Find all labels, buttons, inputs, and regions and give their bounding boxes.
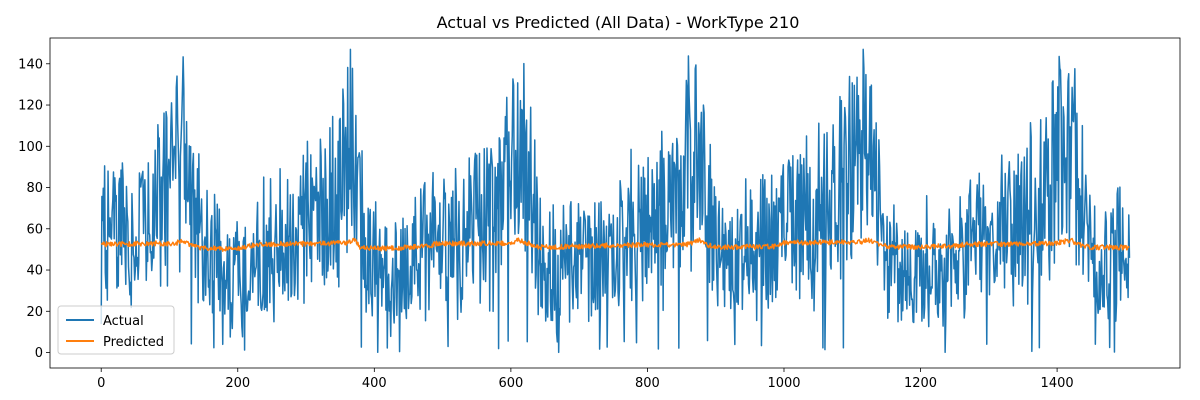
series-line-predicted xyxy=(100,237,1130,252)
x-tick-label: 1400 xyxy=(1041,376,1074,391)
plot-area xyxy=(49,37,1181,369)
plot-frame xyxy=(49,37,1181,369)
x-tick-label: 600 xyxy=(498,376,523,391)
x-tick-label: 0 xyxy=(97,376,105,391)
y-tick-label: 100 xyxy=(18,140,43,155)
y-tick-label: 120 xyxy=(18,99,43,114)
x-tick-label: 800 xyxy=(635,376,660,391)
y-tick-label: 140 xyxy=(18,57,43,72)
legend: Actual Predicted xyxy=(57,305,175,355)
y-tick-label: 0 xyxy=(35,346,43,361)
chart-title: Actual vs Predicted (All Data) - WorkTyp… xyxy=(437,13,800,32)
y-tick-label: 40 xyxy=(26,264,43,279)
x-tick-label: 1000 xyxy=(767,376,800,391)
x-tick-label: 400 xyxy=(362,376,387,391)
series-line-actual xyxy=(100,48,1131,354)
legend-label-predicted: Predicted xyxy=(103,335,164,350)
x-tick-label: 1200 xyxy=(904,376,937,391)
y-tick-label: 80 xyxy=(26,181,43,196)
x-axis: 0 200 400 600 800 1000 1200 1400 xyxy=(97,368,1074,391)
y-tick-label: 60 xyxy=(26,222,43,237)
x-tick-label: 200 xyxy=(225,376,250,391)
legend-label-actual: Actual xyxy=(103,314,144,329)
y-axis: 0 20 40 60 80 100 120 140 xyxy=(18,57,50,361)
y-tick-label: 20 xyxy=(26,305,43,320)
